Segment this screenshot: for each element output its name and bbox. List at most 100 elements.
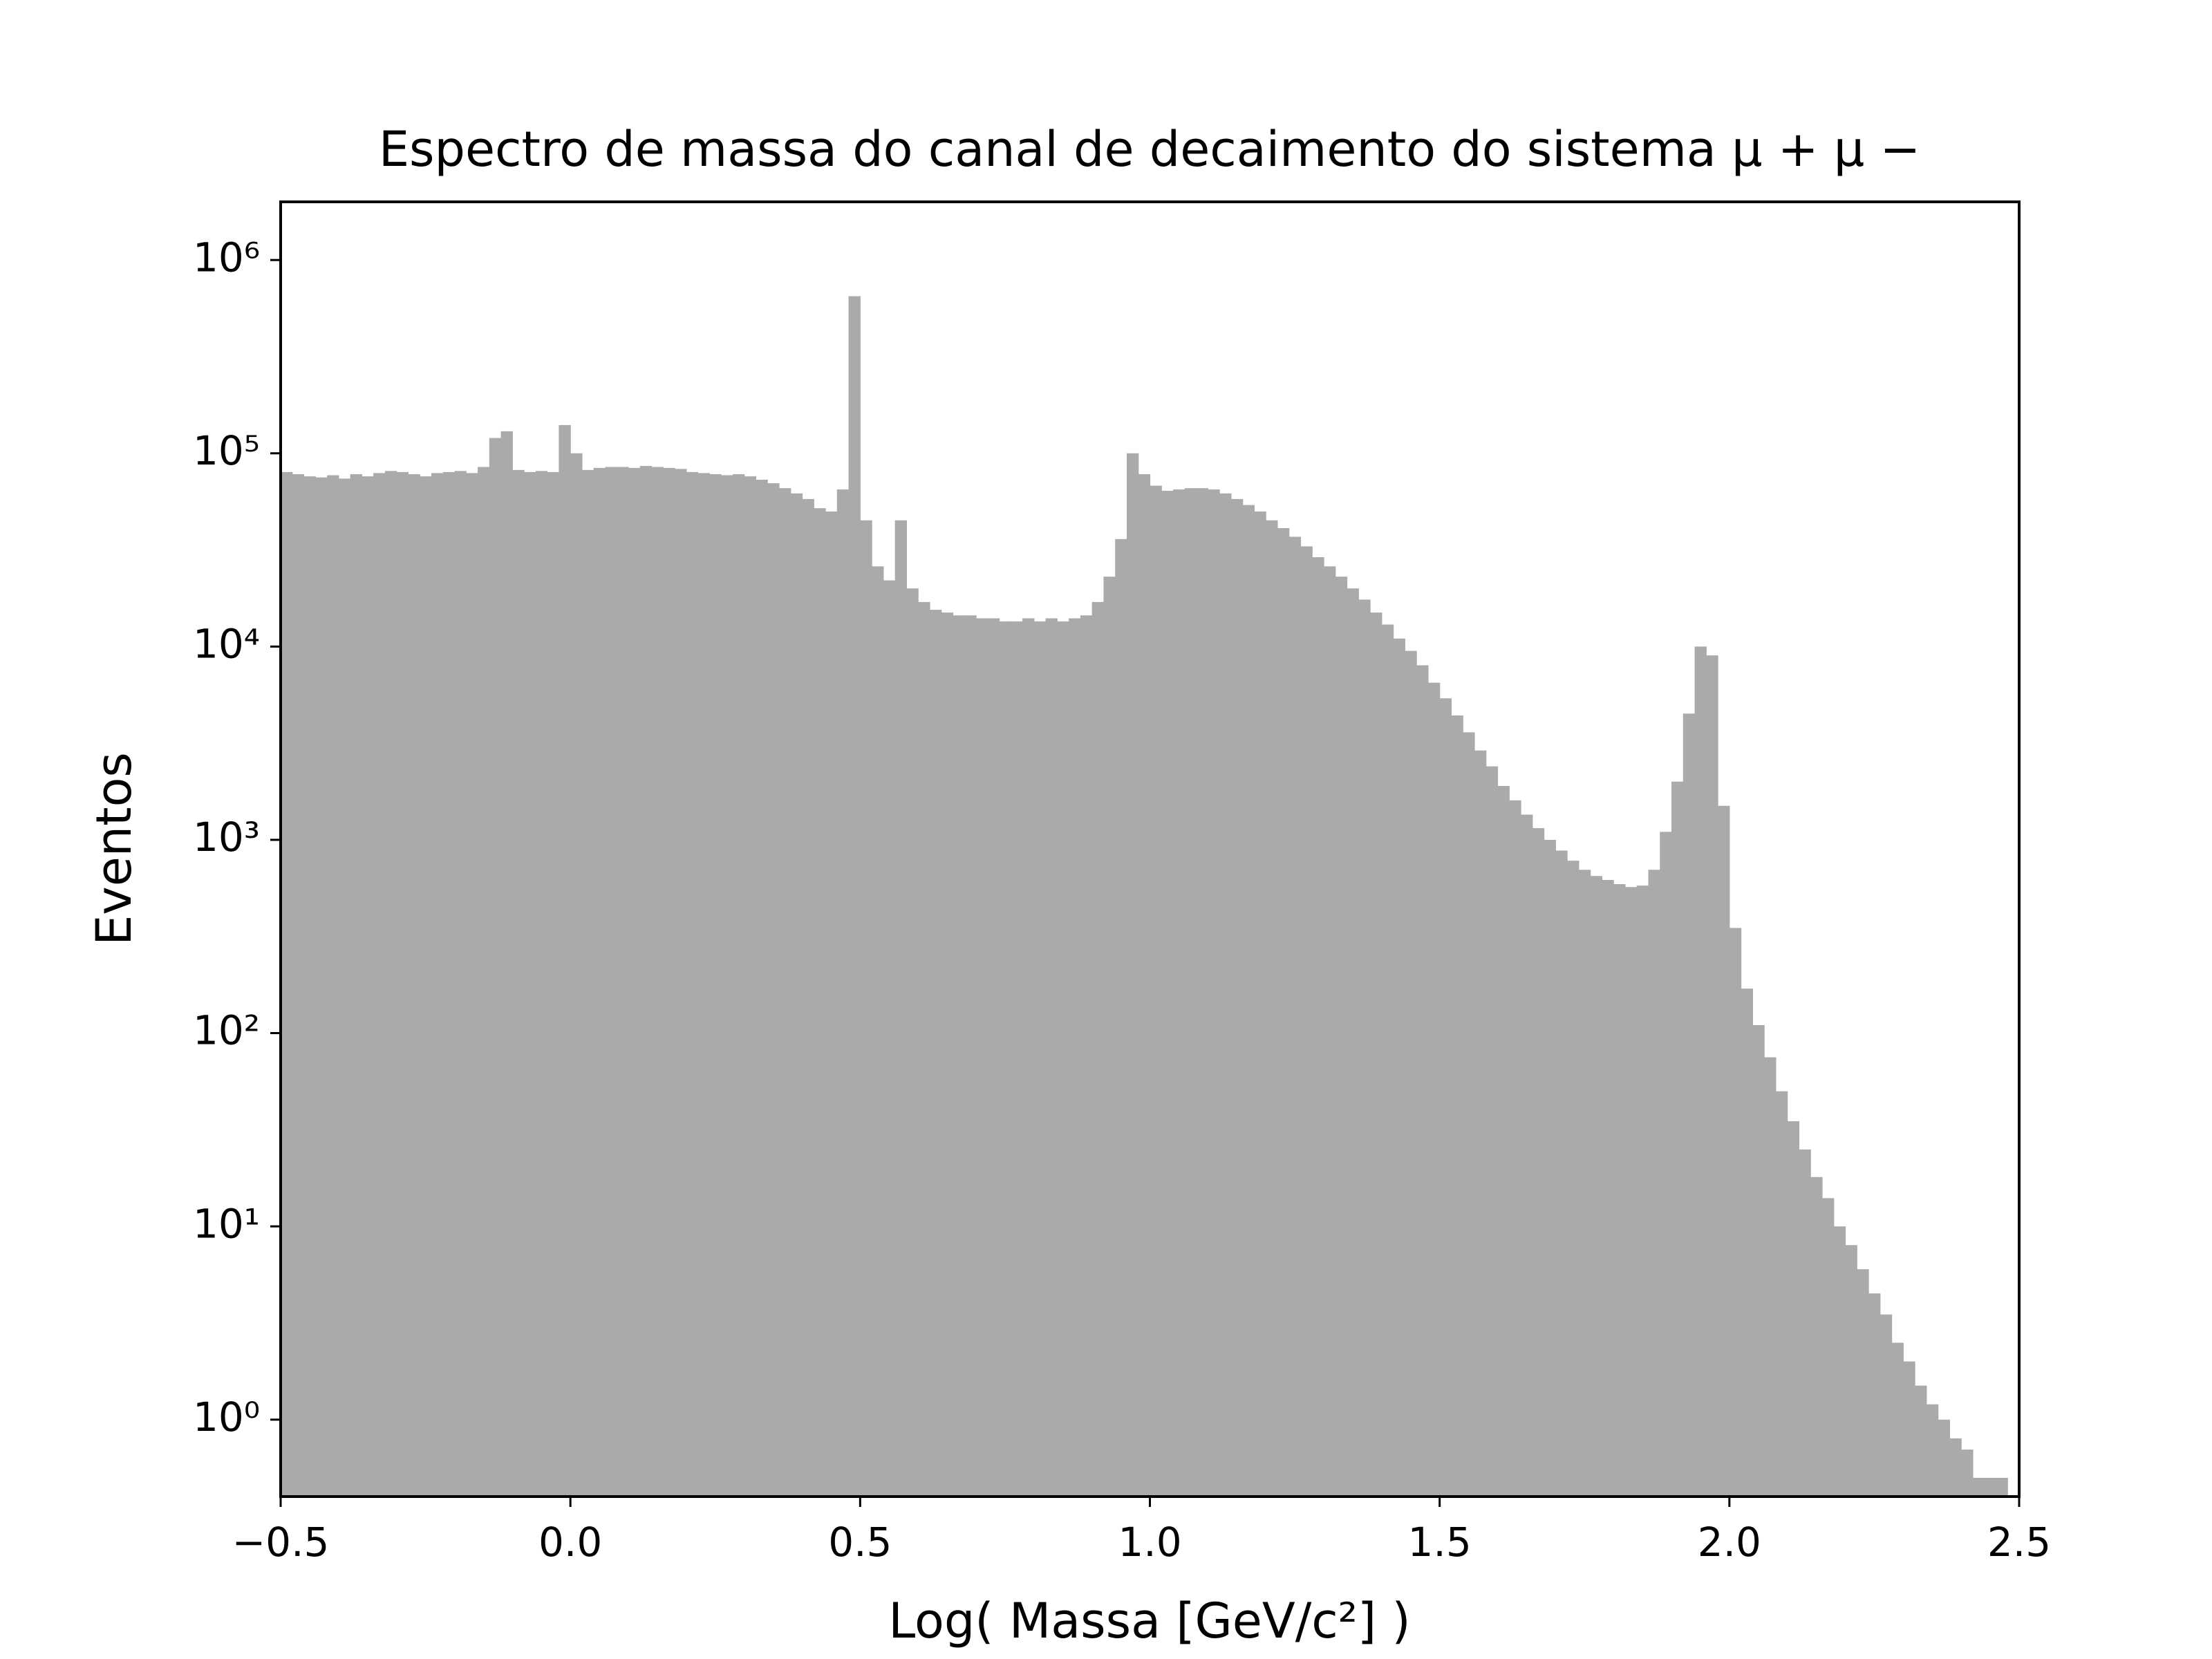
histogram-bar: [1891, 1342, 1904, 1497]
histogram-bar: [524, 471, 536, 1497]
histogram-bar: [1022, 618, 1035, 1497]
histogram-bar: [686, 471, 699, 1497]
histogram-bar: [1150, 485, 1162, 1497]
histogram-bar: [976, 618, 988, 1497]
y-tick-label: 10⁵: [193, 427, 260, 474]
histogram-bar: [1057, 621, 1069, 1497]
histogram-bar: [767, 483, 780, 1497]
histogram-bar: [1741, 988, 1753, 1497]
histogram-bar: [1578, 870, 1591, 1497]
x-tick-label: 1.0: [1118, 1519, 1181, 1566]
histogram-bar: [1602, 879, 1614, 1497]
histogram-bar: [1590, 876, 1602, 1497]
histogram-bar: [1567, 861, 1580, 1497]
histogram-bar: [1126, 453, 1139, 1497]
histogram-bar: [697, 473, 710, 1497]
histogram-bar: [836, 489, 850, 1497]
y-tick-label: 10³: [193, 814, 260, 861]
histogram-bar: [1254, 511, 1266, 1497]
histogram-bar: [918, 601, 930, 1497]
histogram-bar: [292, 474, 305, 1497]
histogram-bar: [790, 493, 803, 1497]
histogram-bar: [1033, 621, 1047, 1497]
histogram-bar: [1544, 839, 1556, 1497]
histogram-bar: [883, 580, 896, 1497]
histogram-bar: [1555, 850, 1568, 1497]
histogram-bar: [1648, 870, 1660, 1497]
histogram-bar: [999, 621, 1011, 1497]
histogram-bar: [1972, 1477, 1985, 1497]
histogram-bar: [894, 520, 907, 1497]
histogram-bar: [814, 508, 826, 1497]
histogram-bar: [1521, 814, 1533, 1497]
histogram-bar: [1288, 536, 1302, 1497]
histogram-bar: [1961, 1450, 1974, 1497]
histogram-bar: [732, 474, 745, 1497]
histogram-bar: [1324, 566, 1336, 1497]
histogram-bar: [327, 475, 339, 1497]
histogram-bar: [1984, 1477, 1997, 1497]
histogram-bar: [1451, 715, 1463, 1497]
histogram-bar: [1011, 621, 1023, 1497]
histogram-bar: [1358, 599, 1371, 1497]
histogram-bar: [1196, 488, 1208, 1497]
histogram-bar: [848, 296, 861, 1497]
histogram-bar: [1370, 612, 1382, 1497]
histogram-bar: [350, 474, 362, 1497]
x-tick-label: 2.5: [1987, 1519, 2051, 1566]
histogram-bar: [315, 477, 328, 1497]
histogram-bar: [1219, 493, 1232, 1497]
y-tick-label: 10⁶: [193, 234, 260, 281]
histogram-bar: [1069, 618, 1081, 1497]
histogram-bar: [1427, 682, 1441, 1497]
histogram-bar: [675, 469, 687, 1497]
histogram-bar: [1880, 1314, 1893, 1497]
histogram-bar: [1671, 781, 1684, 1497]
histogram-bar: [1799, 1149, 1811, 1497]
histogram-bar: [303, 476, 316, 1497]
histogram-bar: [1613, 884, 1626, 1497]
x-tick-label: −0.5: [232, 1519, 330, 1566]
histogram-bar: [1381, 624, 1394, 1497]
histogram-bar: [1439, 698, 1452, 1497]
histogram-bar: [431, 473, 444, 1497]
histogram-bar: [872, 566, 884, 1497]
histogram-bar: [512, 469, 525, 1497]
histogram-bar: [535, 471, 548, 1497]
histogram-bar: [1706, 655, 1718, 1497]
histogram-bar: [802, 498, 814, 1497]
histogram-bar: [1694, 646, 1707, 1497]
histogram-bar: [1810, 1177, 1823, 1497]
histogram-bar: [373, 473, 386, 1497]
histogram-bar: [1312, 557, 1324, 1497]
histogram-bar: [663, 467, 675, 1497]
histogram-bar: [1509, 800, 1521, 1497]
plot-area: [281, 296, 2008, 1497]
histogram-bar: [1729, 928, 1742, 1497]
histogram-bar: [1405, 650, 1417, 1497]
histogram-bar: [593, 467, 606, 1497]
histogram-bar: [1184, 488, 1197, 1497]
histogram-bar: [1242, 505, 1255, 1497]
histogram-bar: [941, 612, 954, 1497]
histogram-bar: [1938, 1419, 1950, 1497]
histogram-bar: [1845, 1245, 1857, 1497]
histogram-bar: [1080, 615, 1093, 1497]
histogram-bar: [1915, 1385, 1927, 1497]
histogram-bar: [1532, 827, 1545, 1497]
histogram-bar: [1718, 805, 1730, 1497]
histogram-bar: [396, 471, 409, 1497]
histogram-bar: [1335, 577, 1348, 1497]
histogram-bar: [1764, 1057, 1777, 1497]
histogram-bar: [1091, 601, 1105, 1497]
histogram-bar: [1683, 713, 1696, 1497]
x-tick-label: 2.0: [1698, 1519, 1761, 1566]
x-tick-label: 0.0: [538, 1519, 602, 1566]
histogram-bar: [1926, 1404, 1939, 1497]
histogram-bar: [420, 476, 432, 1497]
histogram-bar: [1485, 766, 1499, 1497]
histogram-bar: [778, 488, 791, 1497]
histogram-bar: [1103, 577, 1116, 1497]
histogram-bar: [1857, 1269, 1869, 1497]
